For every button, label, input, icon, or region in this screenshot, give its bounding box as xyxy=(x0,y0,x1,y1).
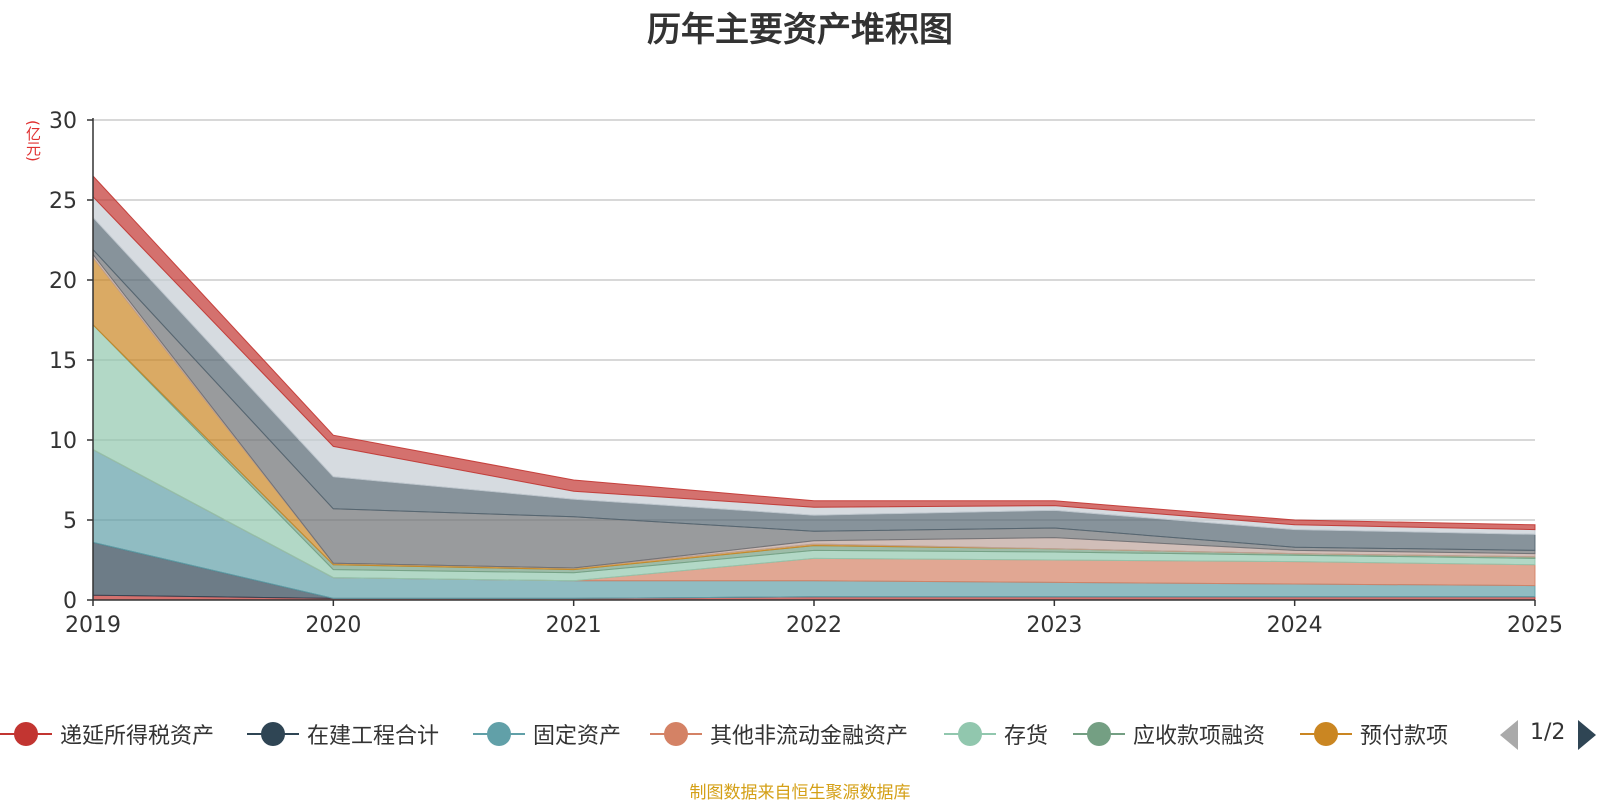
legend-label: 其他非流动金融资产 xyxy=(710,724,909,749)
legend-item[interactable]: 在建工程合计 xyxy=(247,714,439,754)
y-tick-label: 10 xyxy=(49,429,77,454)
y-tick-label: 30 xyxy=(49,109,77,134)
y-tick-label: 20 xyxy=(49,269,77,294)
x-tick-label: 2025 xyxy=(1507,613,1563,638)
legend-next-page-icon[interactable] xyxy=(1578,720,1596,750)
y-tick-label: 5 xyxy=(63,509,77,534)
legend-item[interactable]: 应收款项融资 xyxy=(1073,714,1265,754)
legend-item[interactable]: 其他非流动金融资产 xyxy=(650,714,908,754)
y-axis-label: (亿元) xyxy=(24,120,42,162)
legend-item[interactable]: 存货 xyxy=(944,714,1048,754)
legend-marker-icon xyxy=(650,719,702,749)
y-tick-label: 0 xyxy=(63,589,77,614)
legend-label: 预付款项 xyxy=(1360,724,1449,749)
x-tick-label: 2023 xyxy=(1026,613,1082,638)
data-source-note: 制图数据来自恒生聚源数据库 xyxy=(689,783,911,803)
legend-pager: 1/2 xyxy=(1500,720,1600,754)
legend-label: 在建工程合计 xyxy=(307,724,440,749)
x-tick-label: 2022 xyxy=(786,613,842,638)
legend-marker-icon xyxy=(247,719,299,749)
legend-label: 存货 xyxy=(1004,724,1049,749)
y-tick-label: 15 xyxy=(49,349,77,374)
chart-title: 历年主要资产堆积图 xyxy=(647,10,953,50)
x-tick-label: 2024 xyxy=(1267,613,1323,638)
legend-marker-icon xyxy=(1300,719,1352,749)
legend-label: 递延所得税资产 xyxy=(60,724,215,749)
x-tick-label: 2019 xyxy=(65,613,121,638)
legend-prev-page-icon[interactable] xyxy=(1500,720,1518,750)
legend-marker-icon xyxy=(944,719,996,749)
legend-item[interactable]: 递延所得税资产 xyxy=(0,714,214,754)
area-series-11[interactable] xyxy=(92,174,1536,531)
legend-marker-icon xyxy=(0,719,52,749)
x-tick-label: 2021 xyxy=(546,613,602,638)
legend: 递延所得税资产 在建工程合计 固定资产 其他非流动金融资产 存货 应收款项融资 预付款项 xyxy=(0,714,1600,754)
legend-label: 应收款项融资 xyxy=(1133,724,1266,749)
legend-page-indicator: 1/2 xyxy=(1530,720,1566,745)
y-tick-label: 25 xyxy=(49,189,77,214)
legend-marker-icon xyxy=(473,719,525,749)
legend-item[interactable]: 预付款项 xyxy=(1300,714,1448,754)
legend-item[interactable]: 固定资产 xyxy=(473,714,621,754)
legend-label: 固定资产 xyxy=(533,724,622,749)
x-tick-label: 2020 xyxy=(305,613,361,638)
legend-marker-icon xyxy=(1073,719,1125,749)
